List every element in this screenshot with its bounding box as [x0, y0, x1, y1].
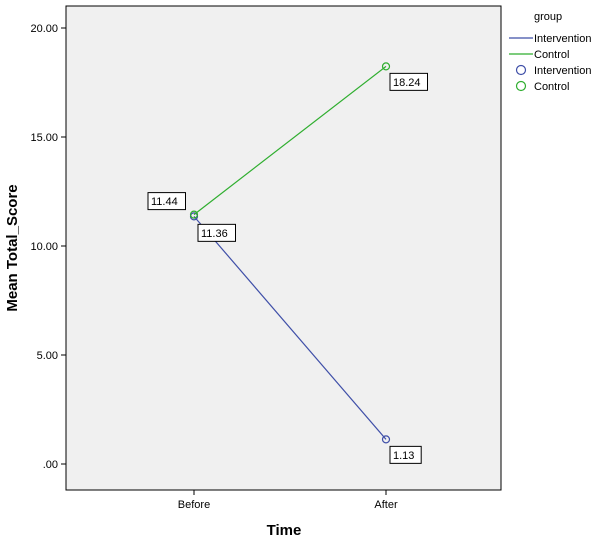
legend: group Intervention Control Intervention Con…: [509, 11, 591, 93]
data-point: [381, 435, 391, 444]
y-axis: .00 5.00 10.00 15.00 20.00: [30, 23, 66, 471]
legend-title: group: [534, 11, 562, 23]
series-line-control: [193, 65, 387, 216]
x-axis: Before After: [178, 490, 398, 511]
legend-label: Control: [534, 49, 569, 61]
data-label-box: [147, 192, 186, 211]
plot-area: [65, 5, 502, 491]
data-labels: 11.36 1.13 11.44 18.24: [147, 72, 428, 464]
y-tick-label: 5.00: [37, 350, 58, 362]
legend-label: Intervention: [534, 33, 591, 45]
y-tick-label: 20.00: [30, 23, 58, 35]
x-tick-label: Before: [178, 499, 210, 511]
data-label: 18.24: [393, 77, 421, 89]
y-tick-label: 10.00: [30, 241, 58, 253]
data-label: 11.36: [201, 228, 228, 240]
series-layer: [189, 62, 391, 444]
data-label-box: [197, 223, 236, 242]
data-point: [381, 62, 391, 71]
legend-marker-intervention: [515, 64, 527, 76]
data-point: [189, 210, 199, 219]
legend-label: Control: [534, 81, 569, 93]
y-tick-label: .00: [43, 459, 58, 471]
data-label: 1.13: [393, 450, 414, 462]
series-line-intervention: [193, 215, 387, 440]
data-label-box: [389, 72, 428, 91]
legend-marker-control: [515, 80, 527, 92]
x-tick-label: After: [374, 499, 398, 511]
y-tick-label: 15.00: [30, 132, 58, 144]
data-label: 11.44: [151, 196, 178, 208]
data-label-box: [389, 445, 422, 464]
x-axis-title: Time: [267, 522, 302, 539]
y-axis-title: Mean Total_Score: [4, 184, 21, 311]
legend-label: Intervention: [534, 65, 591, 77]
